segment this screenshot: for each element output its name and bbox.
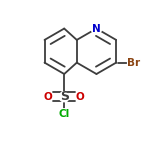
- Circle shape: [76, 92, 85, 101]
- Text: Br: Br: [127, 58, 140, 68]
- Text: N: N: [92, 24, 101, 34]
- Circle shape: [128, 57, 140, 69]
- Circle shape: [44, 92, 53, 101]
- Text: O: O: [44, 92, 53, 102]
- Circle shape: [59, 92, 69, 102]
- Text: O: O: [76, 92, 84, 102]
- Text: S: S: [60, 90, 69, 103]
- Text: Cl: Cl: [59, 109, 70, 119]
- Circle shape: [59, 109, 70, 120]
- Circle shape: [91, 23, 102, 34]
